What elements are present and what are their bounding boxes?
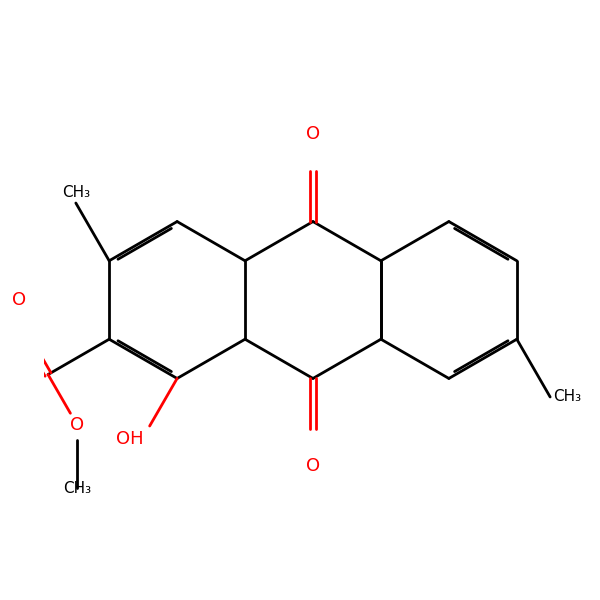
- Text: CH₃: CH₃: [62, 185, 90, 200]
- Text: O: O: [306, 457, 320, 475]
- Text: CH₃: CH₃: [553, 389, 581, 404]
- Text: O: O: [70, 416, 85, 434]
- Text: O: O: [306, 125, 320, 143]
- Text: O: O: [11, 292, 26, 310]
- Text: OH: OH: [116, 430, 144, 448]
- Text: CH₃: CH₃: [64, 481, 92, 496]
